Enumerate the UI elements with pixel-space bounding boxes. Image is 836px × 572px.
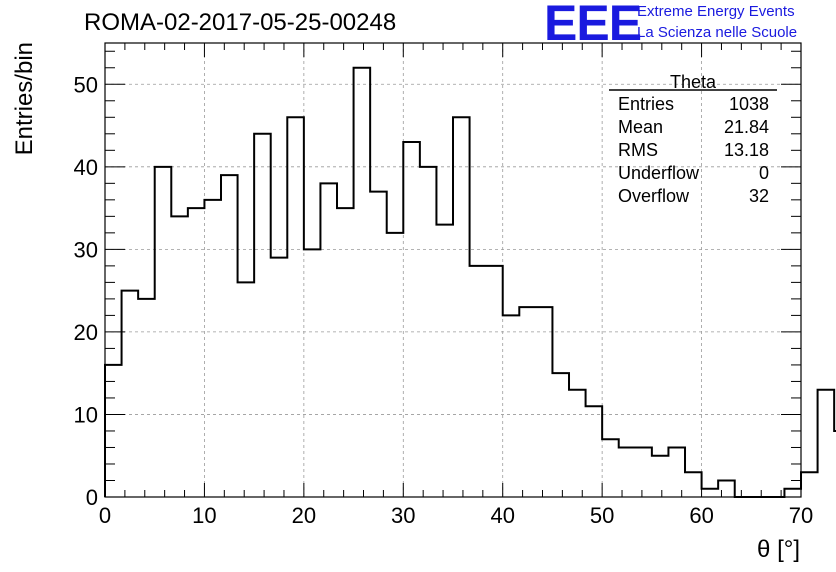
stats-label: RMS xyxy=(618,140,658,160)
y-tick-label: 0 xyxy=(86,485,98,510)
histogram-bin xyxy=(503,315,520,497)
stats-value: 21.84 xyxy=(724,117,769,137)
axis-ticks xyxy=(104,43,802,498)
stats-label: Underflow xyxy=(618,163,700,183)
histogram-bin xyxy=(337,208,354,497)
histogram-bin xyxy=(801,472,818,497)
histogram-bin xyxy=(254,134,271,497)
histogram-bin xyxy=(188,208,205,497)
plot-frame xyxy=(104,42,802,498)
histogram-bin xyxy=(138,299,155,497)
histogram-bin xyxy=(602,439,619,497)
histogram-bin xyxy=(171,216,188,497)
histogram-bin xyxy=(155,167,172,497)
histogram-bin xyxy=(122,291,139,497)
stats-label: Mean xyxy=(618,117,663,137)
y-tick-label: 20 xyxy=(74,320,98,345)
y-tick-label: 50 xyxy=(74,72,98,97)
histogram-bin xyxy=(370,192,387,497)
histogram-bin xyxy=(354,68,371,497)
tick-labels: 0 10 20 30 40 50 60 70 0 10 20 30 40 50 xyxy=(74,72,814,528)
histogram-bin xyxy=(668,447,685,497)
x-tick-label: 10 xyxy=(192,503,216,528)
histogram-bin xyxy=(702,489,719,497)
stats-label: Entries xyxy=(618,94,674,114)
stats-value: 1038 xyxy=(729,94,769,114)
histogram-bin xyxy=(784,489,801,497)
stats-box: Theta Entries 1038 Mean 21.84 RMS 13.18 Underf… xyxy=(609,72,777,206)
y-tick-label: 10 xyxy=(74,402,98,427)
histogram-bin xyxy=(619,447,636,497)
x-tick-label: 30 xyxy=(391,503,415,528)
histogram-bin xyxy=(818,390,835,497)
histogram-bin xyxy=(221,175,238,497)
grid-lines xyxy=(105,43,801,497)
histogram-bin xyxy=(536,307,553,497)
y-axis-label: Entries/bin xyxy=(11,42,38,155)
x-tick-label: 50 xyxy=(590,503,614,528)
histogram-bin xyxy=(304,249,321,497)
x-axis-label: θ [°] xyxy=(757,536,800,563)
stats-value: 0 xyxy=(759,163,769,183)
x-tick-label: 40 xyxy=(490,503,514,528)
histogram-bin xyxy=(403,142,420,497)
logo-subtitle-1: Extreme Energy Events xyxy=(637,3,795,20)
histogram-bin xyxy=(652,456,669,497)
histogram-bin xyxy=(685,472,702,497)
histogram-bin xyxy=(519,307,536,497)
x-tick-label: 60 xyxy=(689,503,713,528)
run-title: ROMA-02-2017-05-25-00248 xyxy=(84,9,397,36)
histogram-bin xyxy=(204,200,221,497)
histogram-bin xyxy=(470,266,487,497)
histogram-bin xyxy=(453,117,470,497)
stats-title: Theta xyxy=(670,72,717,92)
x-tick-label: 70 xyxy=(789,503,813,528)
histogram-bin xyxy=(436,225,453,497)
y-tick-label: 30 xyxy=(74,237,98,262)
histogram-bin xyxy=(320,183,337,497)
stats-rows: Entries 1038 Mean 21.84 RMS 13.18 Underflow 0 Ov… xyxy=(618,94,769,206)
histogram-bin xyxy=(635,447,652,497)
histogram-bin xyxy=(287,117,304,497)
x-tick-label: 20 xyxy=(292,503,316,528)
x-tick-label: 0 xyxy=(99,503,111,528)
stats-value: 32 xyxy=(749,186,769,206)
histogram-bin xyxy=(420,167,437,497)
stats-value: 13.18 xyxy=(724,140,769,160)
logo-subtitle-2: La Scienza nelle Scuole xyxy=(637,24,798,41)
histogram-bin xyxy=(569,390,586,497)
stats-label: Overflow xyxy=(618,186,690,206)
histogram-bin xyxy=(387,233,404,497)
histogram-bin xyxy=(718,480,735,497)
histogram-bin xyxy=(238,282,255,497)
histogram-bin xyxy=(586,406,603,497)
y-tick-label: 40 xyxy=(74,155,98,180)
histogram-bin xyxy=(486,266,503,497)
histogram-bin xyxy=(271,258,288,497)
eee-logo: EEE xyxy=(544,0,642,51)
histogram-bin xyxy=(552,373,569,497)
